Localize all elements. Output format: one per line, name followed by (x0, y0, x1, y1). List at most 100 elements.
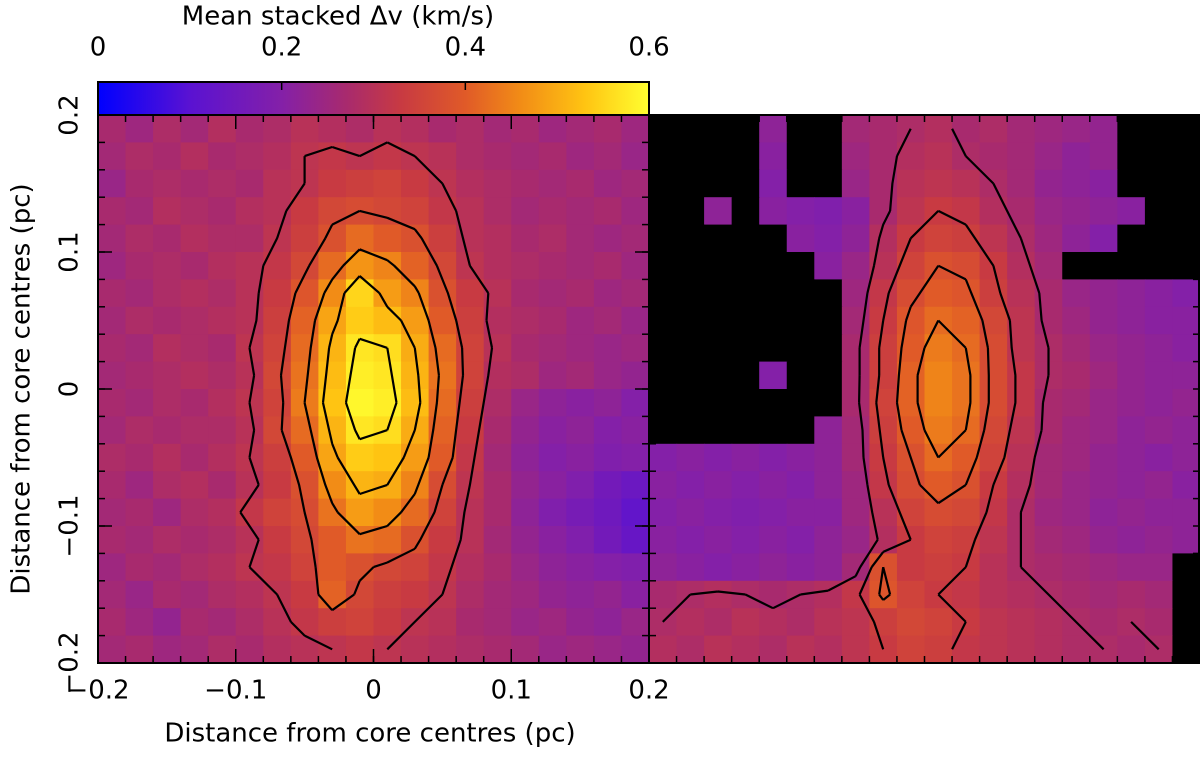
heatmap-cell (594, 362, 622, 390)
heatmap-cell (401, 389, 429, 417)
heatmap-cell (925, 279, 953, 307)
heatmap-cell (1117, 142, 1145, 170)
heatmap-cell (787, 389, 815, 417)
heatmap-cell (1062, 307, 1090, 335)
heatmap-cell (456, 170, 484, 198)
heatmap-cell (1117, 471, 1145, 499)
heatmap-cell (511, 636, 539, 664)
heatmap-cell (539, 115, 567, 143)
heatmap-cell (980, 334, 1008, 362)
heatmap-cell (208, 581, 236, 609)
heatmap-cell (704, 581, 732, 609)
heatmap-cell (484, 252, 512, 280)
heatmap-cell (1035, 142, 1063, 170)
heatmap-cell (236, 115, 264, 143)
y-tick-label: 0.2 (55, 94, 85, 135)
heatmap-cell (1007, 444, 1035, 472)
heatmap-cell (484, 334, 512, 362)
heatmap-cell (842, 526, 870, 554)
heatmap-cell (1117, 279, 1145, 307)
heatmap-cell (456, 307, 484, 335)
heatmap-cell (263, 499, 291, 527)
heatmap-cell (704, 307, 732, 335)
heatmap-cell (1062, 526, 1090, 554)
heatmap-cell (1117, 252, 1145, 280)
heatmap-cell (1117, 197, 1145, 225)
heatmap-cell (649, 581, 677, 609)
heatmap-cell (594, 471, 622, 499)
heatmap-cell (677, 252, 705, 280)
heatmap-cell (181, 142, 209, 170)
heatmap-cell (621, 334, 649, 362)
heatmap-cell (869, 389, 897, 417)
heatmap-cell (842, 115, 870, 143)
heatmap-cell (291, 471, 319, 499)
heatmap-cell (208, 115, 236, 143)
heatmap-cell (704, 170, 732, 198)
heatmap-cell (787, 499, 815, 527)
heatmap-cell (1172, 279, 1200, 307)
heatmap-cell (1117, 389, 1145, 417)
heatmap-cell (677, 334, 705, 362)
heatmap-cell (429, 142, 457, 170)
heatmap-cell (759, 553, 787, 581)
heatmap-cell (374, 307, 402, 335)
heatmap-cell (787, 553, 815, 581)
heatmap-cell (153, 636, 181, 664)
heatmap-cell (401, 115, 429, 143)
heatmap-cell (126, 499, 154, 527)
heatmap-cell (1090, 307, 1118, 335)
heatmap-cell (677, 471, 705, 499)
heatmap-cell (181, 499, 209, 527)
heatmap-cell (732, 170, 760, 198)
heatmap-cell (208, 225, 236, 253)
heatmap-cell (456, 142, 484, 170)
heatmap-cell (621, 581, 649, 609)
heatmap-cell (401, 170, 429, 198)
heatmap-cell (181, 526, 209, 554)
heatmap-cell (759, 636, 787, 664)
heatmap-cell (318, 170, 346, 198)
heatmap-cell (787, 307, 815, 335)
heatmap-cell (1172, 197, 1200, 225)
heatmap-cell (621, 307, 649, 335)
heatmap-cell (346, 416, 374, 444)
heatmap-cell (621, 444, 649, 472)
heatmap-cell (1035, 115, 1063, 143)
heatmap-cell (759, 608, 787, 636)
heatmap-cell (1172, 526, 1200, 554)
heatmap-cell (374, 170, 402, 198)
heatmap-cell (649, 252, 677, 280)
heatmap-cell (842, 389, 870, 417)
heatmap-cell (566, 636, 594, 664)
heatmap-cell (98, 362, 126, 390)
heatmap-cell (1062, 471, 1090, 499)
heatmap-cell (181, 471, 209, 499)
heatmap-cell (1090, 389, 1118, 417)
heatmap-cell (1117, 115, 1145, 143)
heatmap-cell (208, 279, 236, 307)
heatmap-cell (704, 499, 732, 527)
heatmap-cell (539, 279, 567, 307)
heatmap-cell (594, 636, 622, 664)
heatmap-cell (484, 636, 512, 664)
heatmap-cell (153, 252, 181, 280)
heatmap-cell (980, 115, 1008, 143)
heatmap-cell (153, 499, 181, 527)
heatmap-cell (318, 197, 346, 225)
heatmap-cell (318, 608, 346, 636)
heatmap-cell (263, 553, 291, 581)
heatmap-cell (649, 334, 677, 362)
heatmap-cell (1117, 416, 1145, 444)
heatmap-cell (1172, 225, 1200, 253)
heatmap-cell (511, 334, 539, 362)
heatmap-cell (126, 197, 154, 225)
heatmap-cell (649, 362, 677, 390)
heatmap-cell (1035, 526, 1063, 554)
heatmap-cell (456, 499, 484, 527)
heatmap-cell (181, 307, 209, 335)
heatmap-cell (1172, 499, 1200, 527)
heatmap-cell (1172, 471, 1200, 499)
heatmap-cell (1145, 279, 1173, 307)
heatmap-cell (787, 279, 815, 307)
